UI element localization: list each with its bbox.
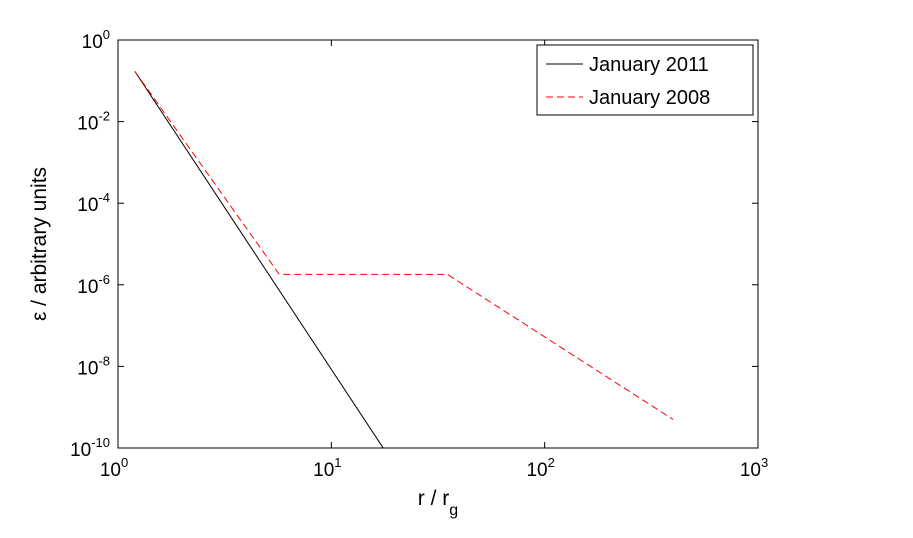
x-tick-label: 103 <box>740 455 768 481</box>
y-tick-base: 10 <box>82 32 103 53</box>
legend-box <box>536 44 754 116</box>
x-tick-base: 10 <box>313 460 334 481</box>
y-tick-exponent: -4 <box>98 190 110 205</box>
legend: January 2011 January 2008 <box>536 44 754 116</box>
x-tick-exponent: 2 <box>548 455 555 470</box>
y-tick-exponent: -6 <box>98 272 110 287</box>
y-tick-base: 10 <box>77 114 98 135</box>
y-tick-base: 10 <box>77 277 98 298</box>
x-tick-base: 10 <box>740 460 761 481</box>
y-tick-base: 10 <box>77 195 98 216</box>
x-tick-label: 101 <box>313 455 341 481</box>
y-tick-label: 100 <box>82 27 110 53</box>
x-tick-label: 100 <box>100 455 128 481</box>
x-tick-base: 10 <box>100 460 121 481</box>
x-tick-base: 10 <box>526 460 547 481</box>
legend-label-2011: January 2011 <box>589 54 709 76</box>
series-line-january-2011 <box>134 71 384 448</box>
y-tick-exponent: -2 <box>98 109 110 124</box>
x-tick-exponent: 1 <box>334 455 341 470</box>
legend-label-2008: January 2008 <box>589 87 710 109</box>
y-tick-exponent: 0 <box>103 27 110 42</box>
x-tick-exponent: 3 <box>761 455 768 470</box>
x-tick-label: 102 <box>526 455 554 481</box>
y-tick-label: 10-2 <box>77 109 110 135</box>
y-tick-label: 10-10 <box>70 435 110 461</box>
y-tick-exponent: -8 <box>98 353 110 368</box>
x-axis-label-subscript: g <box>449 502 458 519</box>
x-tick-exponent: 0 <box>121 455 128 470</box>
y-tick-label: 10-8 <box>77 353 110 379</box>
series-line-january-2008 <box>134 71 674 420</box>
y-tick-base: 10 <box>70 440 91 461</box>
y-tick-label: 10-4 <box>77 190 110 216</box>
y-tick-label: 10-6 <box>77 272 110 298</box>
y-tick-base: 10 <box>77 358 98 379</box>
y-tick-exponent: -10 <box>91 435 110 450</box>
series-lines <box>134 71 674 448</box>
x-axis-label: r / rg <box>418 487 458 519</box>
y-axis-label: ε / arbitrary units <box>28 167 51 321</box>
